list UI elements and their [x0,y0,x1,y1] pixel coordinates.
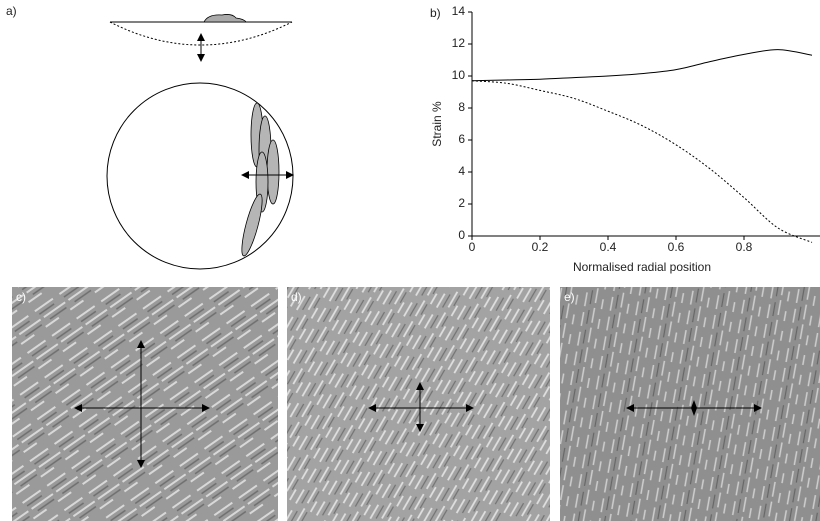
y-tick-label: 14 [452,4,466,18]
panel-label: c) [16,290,26,304]
x-tick-label: 0.4 [600,240,617,254]
micrograph [560,287,820,521]
y-tick-label: 8 [458,100,465,114]
panel-a: a) [6,4,293,269]
panel-label: b) [430,6,441,20]
x-tick-label: 0.2 [532,240,549,254]
series-line [472,81,812,243]
y-axis-label: Strain % [430,101,444,147]
y-tick-label: 2 [458,196,465,210]
panel-label: e) [564,290,575,304]
chart: b) 0 2 4 6 8 10 12 14 0 0.2 0.4 0.6 0.8 Normalised rad… [430,4,820,274]
y-tick-label: 12 [452,36,466,50]
panel-label: d) [291,290,302,304]
x-tick-label: 0 [469,240,476,254]
panel-e: e) [560,287,820,521]
micrograph [287,287,550,521]
y-tick-label: 4 [458,164,465,178]
panel-label: a) [6,4,17,18]
series-line [472,50,812,81]
x-tick-label: 0.8 [736,240,753,254]
panel-c: c) [12,287,278,521]
y-tick-label: 0 [458,228,465,242]
x-axis-label: Normalised radial position [573,260,711,274]
cell [204,14,246,22]
y-tick-label: 10 [452,68,466,82]
y-tick-label: 6 [458,132,465,146]
x-tick-label: 0.6 [668,240,685,254]
micrograph [12,287,278,521]
figure: a) b) 0 2 4 6 8 10 12 14 0 0.2 0.4 0.6 0.8 Normalised … [0,0,820,521]
panel-d: d) [287,287,550,521]
